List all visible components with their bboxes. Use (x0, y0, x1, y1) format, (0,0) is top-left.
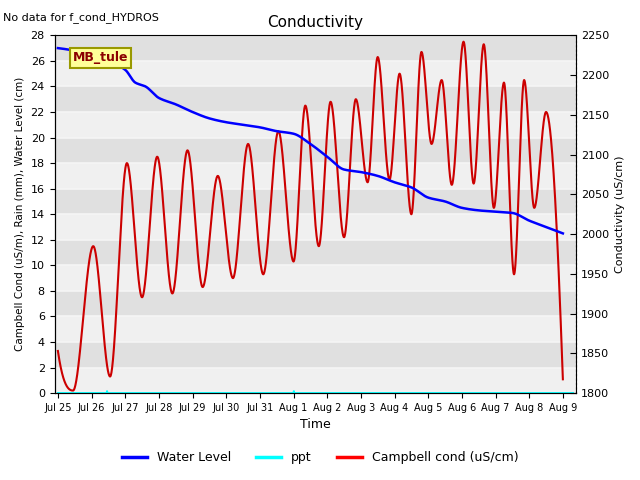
Text: No data for f_cond_HYDROS: No data for f_cond_HYDROS (3, 12, 159, 23)
Title: Conductivity: Conductivity (268, 15, 364, 30)
Bar (54, 368, 577, 393)
Bar (54, 61, 577, 86)
Bar (54, 112, 577, 138)
Bar (54, 240, 577, 265)
X-axis label: Time: Time (300, 419, 331, 432)
Bar (54, 291, 577, 316)
Bar (54, 86, 577, 112)
Bar (54, 163, 577, 189)
Legend: Water Level, ppt, Campbell cond (uS/cm): Water Level, ppt, Campbell cond (uS/cm) (116, 446, 524, 469)
Bar (54, 316, 577, 342)
Bar (54, 214, 577, 240)
Bar (54, 138, 577, 163)
Bar (54, 36, 577, 61)
Bar (54, 342, 577, 368)
Text: MB_tule: MB_tule (73, 51, 128, 64)
Bar (54, 189, 577, 214)
Y-axis label: Campbell Cond (uS/m), Rain (mm), Water Level (cm): Campbell Cond (uS/m), Rain (mm), Water L… (15, 77, 25, 351)
Y-axis label: Conductivity (uS/cm): Conductivity (uS/cm) (615, 156, 625, 273)
Bar (54, 265, 577, 291)
